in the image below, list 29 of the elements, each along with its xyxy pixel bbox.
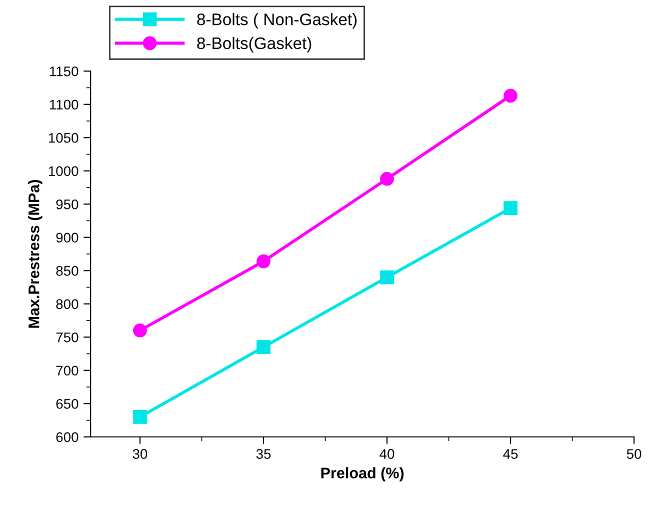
y-tick-label: 700 xyxy=(56,366,78,376)
legend-label: 8-Bolts(Gasket) xyxy=(197,36,312,52)
y-tick-label: 1000 xyxy=(48,166,78,176)
y-tick-label: 1150 xyxy=(50,66,78,76)
y-tick-label: 750 xyxy=(56,332,78,342)
y-tick-label: 650 xyxy=(56,398,78,409)
point xyxy=(504,201,518,216)
y-tick-label: 900 xyxy=(56,232,78,243)
x-tick-label: 35 xyxy=(256,449,271,459)
point xyxy=(133,410,147,424)
y-tick-label: 850 xyxy=(56,266,78,276)
legend-label: 8-Bolts ( Non-Gasket) xyxy=(197,13,357,29)
y-tick-label: 1100 xyxy=(50,100,78,110)
point xyxy=(504,88,518,103)
x-tick-label: 30 xyxy=(132,449,148,459)
x-tick-label: 45 xyxy=(503,449,518,459)
x-tick-label: 50 xyxy=(626,449,642,459)
y-tick-label: 1050 xyxy=(48,132,78,143)
point xyxy=(380,270,394,284)
y-tick-label: 800 xyxy=(56,299,78,310)
x-axis-title: Preload (%) xyxy=(321,467,404,482)
y-axis-title: Max.Prestress (MPa) xyxy=(28,180,42,328)
y-tick-label: 950 xyxy=(56,199,78,210)
x-tick-label: 40 xyxy=(380,449,394,459)
point xyxy=(380,172,394,186)
point xyxy=(256,340,270,354)
point xyxy=(133,324,147,338)
point xyxy=(256,254,270,268)
y-tick-label: 600 xyxy=(56,432,78,442)
